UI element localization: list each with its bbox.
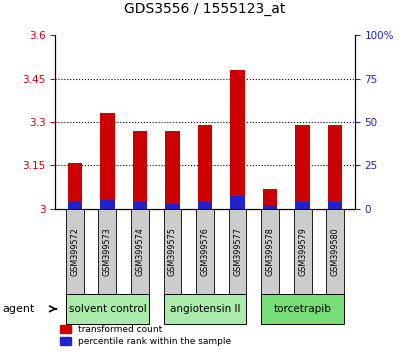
Bar bbox=[67, 202, 82, 209]
Text: GSM399579: GSM399579 bbox=[297, 227, 306, 276]
Text: GSM399577: GSM399577 bbox=[232, 227, 241, 276]
Text: GSM399578: GSM399578 bbox=[265, 227, 274, 276]
Text: angiotensin II: angiotensin II bbox=[169, 304, 240, 314]
Bar bbox=[293, 209, 311, 294]
Bar bbox=[262, 205, 277, 209]
Bar bbox=[261, 294, 343, 324]
Bar bbox=[327, 125, 342, 209]
Bar bbox=[197, 125, 212, 209]
Text: agent: agent bbox=[2, 304, 34, 314]
Bar bbox=[228, 209, 246, 294]
Bar bbox=[261, 209, 279, 294]
Bar bbox=[196, 209, 213, 294]
Text: torcetrapib: torcetrapib bbox=[273, 304, 331, 314]
Text: GDS3556 / 1555123_at: GDS3556 / 1555123_at bbox=[124, 2, 285, 16]
Bar bbox=[132, 202, 147, 209]
Bar bbox=[294, 202, 309, 209]
Text: GSM399575: GSM399575 bbox=[168, 227, 177, 276]
Bar bbox=[294, 125, 309, 209]
Bar bbox=[165, 131, 180, 209]
Text: GSM399572: GSM399572 bbox=[70, 227, 79, 276]
Bar bbox=[229, 196, 244, 209]
Text: GSM399573: GSM399573 bbox=[103, 227, 112, 276]
Bar bbox=[229, 70, 244, 209]
Bar bbox=[327, 202, 342, 209]
Legend: transformed count, percentile rank within the sample: transformed count, percentile rank withi… bbox=[60, 325, 231, 346]
Bar bbox=[66, 209, 83, 294]
Bar bbox=[326, 209, 343, 294]
Bar bbox=[262, 189, 277, 209]
Bar bbox=[130, 209, 148, 294]
Bar bbox=[163, 209, 181, 294]
Bar bbox=[165, 204, 180, 209]
Bar bbox=[197, 202, 212, 209]
Text: solvent control: solvent control bbox=[68, 304, 146, 314]
Bar bbox=[67, 162, 82, 209]
Bar bbox=[98, 209, 116, 294]
Bar bbox=[100, 114, 115, 209]
Text: GSM399576: GSM399576 bbox=[200, 227, 209, 276]
Bar bbox=[66, 294, 148, 324]
Bar bbox=[163, 294, 246, 324]
Bar bbox=[132, 131, 147, 209]
Text: GSM399574: GSM399574 bbox=[135, 227, 144, 276]
Text: GSM399580: GSM399580 bbox=[330, 227, 339, 276]
Bar bbox=[100, 200, 115, 209]
